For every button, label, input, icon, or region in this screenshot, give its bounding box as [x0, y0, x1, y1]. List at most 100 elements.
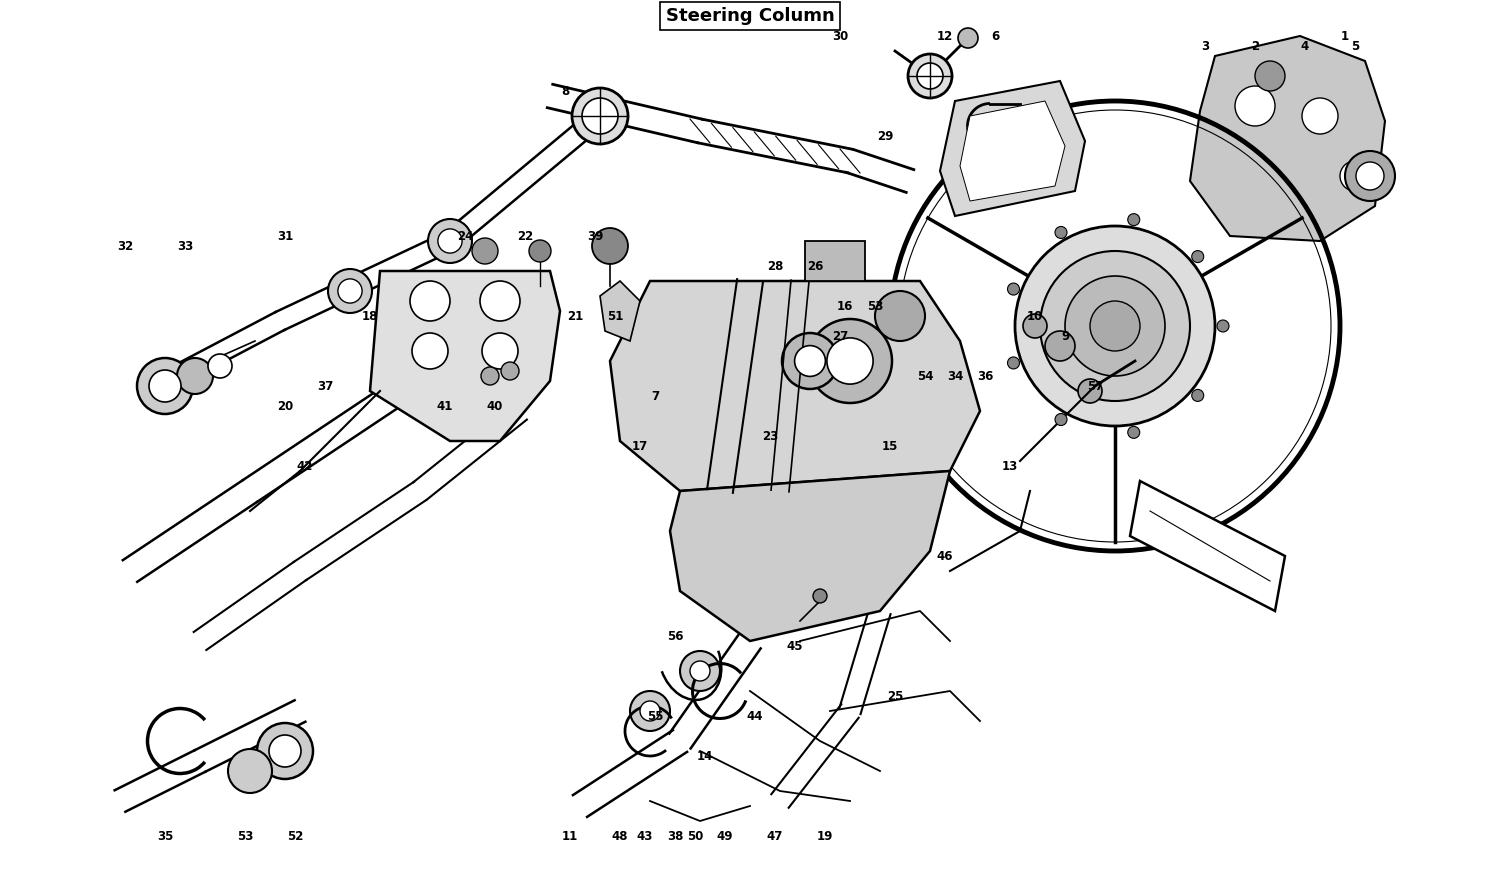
Circle shape — [148, 370, 182, 402]
Text: 26: 26 — [807, 259, 824, 273]
Polygon shape — [940, 81, 1084, 216]
Circle shape — [1346, 151, 1395, 201]
Circle shape — [1128, 427, 1140, 438]
Circle shape — [1054, 413, 1066, 426]
Circle shape — [328, 269, 372, 313]
Text: 30: 30 — [833, 29, 848, 43]
Circle shape — [916, 63, 944, 89]
Text: 32: 32 — [117, 240, 134, 252]
Circle shape — [1046, 331, 1076, 361]
Text: 43: 43 — [638, 830, 652, 843]
Text: 34: 34 — [946, 370, 963, 382]
Circle shape — [1008, 283, 1020, 295]
Circle shape — [482, 367, 500, 385]
Circle shape — [640, 701, 660, 721]
Circle shape — [1234, 86, 1275, 126]
Circle shape — [1191, 250, 1203, 263]
Text: 12: 12 — [938, 29, 952, 43]
Text: 49: 49 — [717, 830, 734, 843]
Text: 11: 11 — [562, 830, 578, 843]
Text: 7: 7 — [651, 389, 658, 403]
Text: 41: 41 — [436, 399, 453, 413]
Circle shape — [592, 228, 628, 264]
Text: 46: 46 — [936, 550, 952, 562]
Circle shape — [256, 723, 313, 779]
Circle shape — [908, 54, 952, 98]
Polygon shape — [670, 471, 950, 641]
Text: 13: 13 — [1002, 460, 1019, 472]
Polygon shape — [610, 281, 980, 491]
Text: 24: 24 — [458, 230, 472, 242]
Text: 52: 52 — [286, 830, 303, 843]
Circle shape — [813, 589, 826, 603]
Circle shape — [1023, 314, 1047, 338]
Circle shape — [209, 354, 232, 378]
Circle shape — [177, 358, 213, 394]
Text: 39: 39 — [586, 230, 603, 242]
Polygon shape — [600, 281, 640, 341]
Circle shape — [501, 362, 519, 380]
Circle shape — [1340, 161, 1370, 191]
Text: 56: 56 — [666, 630, 682, 642]
Circle shape — [1078, 379, 1102, 403]
Text: 27: 27 — [833, 330, 848, 342]
Circle shape — [1302, 98, 1338, 134]
Text: 17: 17 — [632, 439, 648, 453]
Circle shape — [480, 281, 520, 321]
Circle shape — [582, 98, 618, 134]
Text: 54: 54 — [916, 370, 933, 382]
Text: 18: 18 — [362, 309, 378, 323]
Circle shape — [572, 88, 628, 144]
Polygon shape — [806, 241, 865, 281]
Circle shape — [1216, 320, 1228, 332]
Text: 10: 10 — [1028, 309, 1042, 323]
Circle shape — [1090, 301, 1140, 351]
Circle shape — [1356, 162, 1384, 190]
Text: 15: 15 — [882, 439, 898, 453]
Text: 20: 20 — [278, 399, 292, 413]
Text: 35: 35 — [158, 830, 172, 843]
Circle shape — [472, 238, 498, 264]
Text: 9: 9 — [1060, 330, 1070, 342]
Text: 29: 29 — [878, 129, 892, 143]
Text: 25: 25 — [886, 690, 903, 702]
Text: 40: 40 — [488, 399, 502, 413]
Text: 53: 53 — [867, 299, 883, 313]
Text: 2: 2 — [1251, 39, 1258, 53]
Circle shape — [1040, 251, 1190, 401]
Text: 53: 53 — [237, 830, 254, 843]
Circle shape — [1256, 61, 1286, 91]
Text: 4: 4 — [1300, 39, 1310, 53]
Text: 14: 14 — [698, 749, 712, 763]
Circle shape — [438, 229, 462, 253]
Circle shape — [1054, 226, 1066, 239]
Text: 16: 16 — [837, 299, 854, 313]
Text: 36: 36 — [976, 370, 993, 382]
Text: 50: 50 — [687, 830, 703, 843]
Circle shape — [680, 651, 720, 691]
Circle shape — [268, 735, 302, 767]
Circle shape — [1008, 357, 1020, 369]
Circle shape — [338, 279, 362, 303]
Circle shape — [1065, 276, 1166, 376]
Text: 6: 6 — [992, 29, 999, 43]
Text: Steering Column: Steering Column — [666, 7, 834, 25]
Circle shape — [410, 281, 450, 321]
Circle shape — [874, 291, 926, 341]
Text: 42: 42 — [297, 460, 314, 472]
Polygon shape — [1130, 481, 1286, 611]
Text: 45: 45 — [786, 640, 802, 652]
Text: 28: 28 — [766, 259, 783, 273]
Circle shape — [630, 691, 670, 731]
Text: 47: 47 — [766, 830, 783, 843]
Text: 22: 22 — [518, 230, 532, 242]
Text: 51: 51 — [608, 309, 622, 323]
Circle shape — [795, 346, 825, 376]
Text: 19: 19 — [818, 830, 833, 843]
Text: 55: 55 — [646, 709, 663, 723]
Polygon shape — [1190, 36, 1384, 241]
Circle shape — [808, 319, 892, 403]
Circle shape — [228, 749, 272, 793]
Text: 38: 38 — [668, 830, 682, 843]
Circle shape — [427, 219, 472, 263]
